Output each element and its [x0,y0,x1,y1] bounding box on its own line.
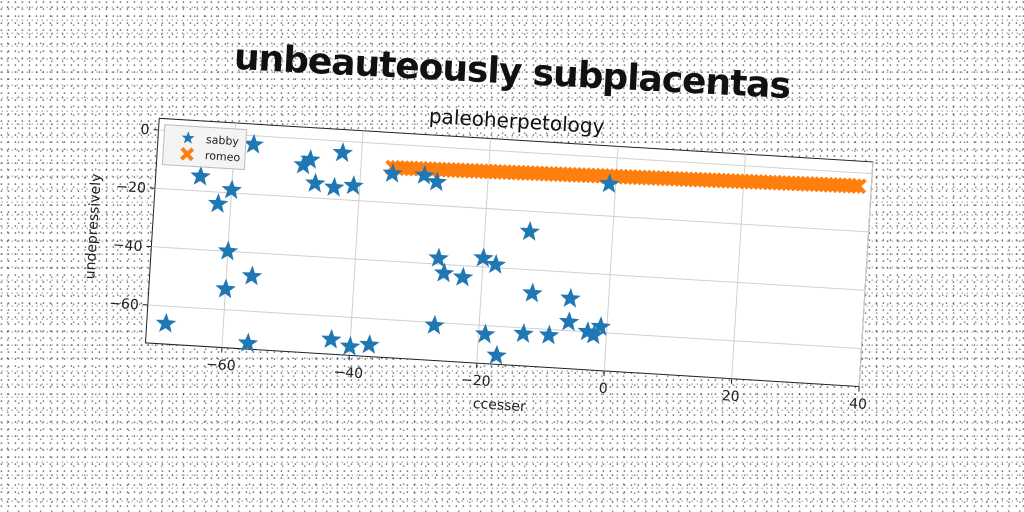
y-tick-label: −60 [109,296,139,314]
y-tick-label: −20 [116,179,146,197]
sabby-point [599,173,620,193]
y-tick-label: 0 [140,122,150,139]
sabby-point [207,193,229,213]
sabby-point [241,265,263,286]
y-tick-label: −40 [112,237,142,255]
y-grid-line [154,187,869,233]
sabby-point [522,282,543,303]
romeo-point [850,177,867,195]
sabby-point [452,266,474,287]
tick-layer: −60 −40 −20 0 20 40 0 −20 −40 −60 [109,122,868,413]
plot-area: −60 −40 −20 0 20 40 0 −20 −40 −60 paleoherpetolog… [82,104,874,415]
sabby-point [475,323,496,344]
sabby-point [155,312,177,333]
sabby-point [473,247,494,268]
sabby-point [519,220,541,241]
x-tick-label: 0 [598,381,608,398]
sabby-point [321,328,342,349]
sabby-point [486,344,507,365]
sabby-point [538,324,560,345]
y-grid-line [151,246,866,291]
sabby-point [190,165,211,186]
sabby-point [590,316,611,336]
chart-subtitle: paleoherpetology [428,104,605,139]
sabby-point [560,287,581,308]
sabby-point [332,142,353,162]
sabby-point [426,171,448,192]
legend-label-sabby: sabby [206,133,240,148]
legend-marker-romeo [180,146,195,162]
sabby-point [583,324,605,345]
sabby-point [433,262,455,283]
x-tick-label: 40 [849,396,868,413]
sabby-point [243,133,264,154]
sabby-point [339,335,361,356]
y-grid-line [147,304,862,350]
sabby-point [414,164,435,185]
sabby-point [305,172,326,193]
legend-marker-sabby [181,131,195,144]
sabby-point [485,254,507,274]
x-axis-label: ccesser [472,396,526,415]
sabby-point [558,311,580,331]
sabby-point [237,332,259,353]
sabby-point [300,149,321,169]
plot-frame [144,117,874,388]
sabby-point [343,175,364,195]
sabby-point [221,179,242,200]
sabby-point [359,334,380,354]
sabby-point [428,247,449,268]
sabby-point [217,240,239,261]
sabby-point [424,314,445,335]
x-tick-label: −20 [460,372,490,390]
legend-x-icon [180,146,195,162]
series-layer [155,133,867,365]
sabby-point [215,278,236,299]
legend-label-romeo: romeo [205,149,241,164]
legend-star-icon [181,131,195,144]
legend: sabby romeo [161,124,248,171]
x-tick-label: 20 [721,388,740,405]
x-tick-label: −60 [206,357,236,375]
sabby-point [324,176,345,197]
y-grid-line [158,129,873,175]
x-tick-label: −40 [333,364,363,382]
sabby-point [513,323,534,343]
sabby-point [382,162,403,183]
y-axis-label: undepressively [82,173,104,280]
